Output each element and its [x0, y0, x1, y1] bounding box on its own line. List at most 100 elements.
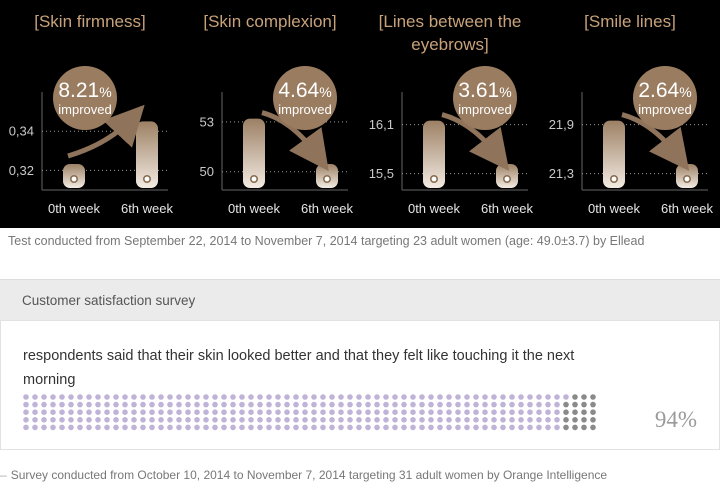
- bar-dot: [503, 175, 512, 184]
- survey-dot: [221, 424, 227, 431]
- bar: [423, 120, 445, 188]
- survey-dot: [401, 424, 407, 431]
- survey-dot: [113, 394, 119, 400]
- survey-dot: [464, 409, 470, 415]
- survey-dot: [383, 424, 389, 431]
- survey-dot: [437, 394, 443, 400]
- chart-title: [Skin complexion]: [203, 12, 337, 31]
- survey-dot: [392, 401, 398, 408]
- survey-dot: [509, 424, 515, 431]
- survey-dot: [545, 401, 551, 408]
- survey-dot: [347, 417, 353, 423]
- survey-dot: [59, 394, 65, 400]
- y-tick-label: 0,32: [9, 163, 34, 178]
- survey-dot: [212, 409, 218, 415]
- survey-dot: [455, 394, 461, 400]
- survey-dot: [230, 409, 236, 415]
- survey-dot: [347, 409, 353, 415]
- survey-dot: [509, 394, 515, 400]
- survey-dot: [446, 409, 452, 415]
- survey-dot: [203, 394, 209, 400]
- badge-label: improved: [58, 102, 111, 117]
- survey-dot: [374, 394, 380, 400]
- survey-dot: [482, 409, 488, 415]
- survey-dot: [518, 409, 524, 415]
- survey-dot: [356, 424, 362, 431]
- survey-dot: [545, 409, 551, 415]
- survey-dot: [77, 424, 83, 431]
- survey-dot: [140, 417, 146, 423]
- survey-dot: [410, 401, 416, 408]
- survey-dot: [563, 394, 569, 400]
- badge-percent: 8.21%: [58, 79, 111, 102]
- survey-dot: [293, 424, 299, 431]
- survey-dot: [185, 424, 191, 431]
- survey-dot: [59, 409, 65, 415]
- survey-dot: [248, 394, 254, 400]
- survey-dot: [482, 394, 488, 400]
- survey-dot: [293, 409, 299, 415]
- survey-dot: [149, 401, 155, 408]
- survey-dot: [149, 409, 155, 415]
- survey-dot: [284, 424, 290, 431]
- survey-note-text: Survey conducted from October 10, 2014 t…: [10, 468, 608, 482]
- survey-dot: [275, 401, 281, 408]
- survey-dot: [104, 401, 110, 408]
- chart-title: [Skin firmness]: [34, 12, 146, 31]
- survey-dot: [203, 401, 209, 408]
- survey-dot: [356, 409, 362, 415]
- survey-dot: [491, 417, 497, 423]
- chart-title: [Smile lines]: [584, 12, 676, 31]
- survey-dot: [374, 409, 380, 415]
- survey-dot: [23, 424, 29, 431]
- survey-dot: [122, 401, 128, 408]
- survey-dot: [437, 424, 443, 431]
- survey-text: respondents said that their skin looked …: [23, 348, 575, 388]
- survey-dot: [194, 409, 200, 415]
- survey-dot: [131, 409, 137, 415]
- survey-dot: [122, 417, 128, 423]
- survey-dot: [320, 409, 326, 415]
- survey-dot: [356, 401, 362, 408]
- survey-dot: [428, 424, 434, 431]
- survey-dot: [167, 424, 173, 431]
- survey-dot: [122, 394, 128, 400]
- survey-dot: [419, 424, 425, 431]
- badge-percent: 2.64%: [638, 79, 691, 102]
- chart-svg: 50 53 0th week 6th week 4.64%improved: [200, 66, 354, 216]
- survey-dot: [41, 424, 47, 431]
- survey-dot: [59, 424, 65, 431]
- survey-dot: [176, 417, 182, 423]
- survey-dot: [473, 417, 479, 423]
- survey-dot: [230, 394, 236, 400]
- survey-dot: [50, 409, 56, 415]
- survey-dot: [194, 401, 200, 408]
- survey-dot: [455, 424, 461, 431]
- survey-dot: [554, 401, 560, 408]
- survey-dot: [527, 417, 533, 423]
- x-tick-label: 6th week: [121, 201, 174, 216]
- survey-dot: [50, 424, 56, 431]
- survey-dot: [239, 394, 245, 400]
- survey-dot: [347, 394, 353, 400]
- survey-dot: [554, 424, 560, 431]
- survey-dot: [347, 401, 353, 408]
- survey-dot: [500, 424, 506, 431]
- survey-dot: [140, 409, 146, 415]
- survey-dot: [581, 417, 587, 423]
- survey-dot: [311, 409, 317, 415]
- survey-dot: [32, 417, 38, 423]
- survey-dot: [410, 409, 416, 415]
- survey-dot: [266, 424, 272, 431]
- badge-circle: [53, 66, 117, 130]
- survey-dot: [464, 401, 470, 408]
- survey-dot: [59, 401, 65, 408]
- survey-dot: [392, 394, 398, 400]
- survey-dot: [500, 401, 506, 408]
- survey-dot: [131, 394, 137, 400]
- survey-dot: [257, 409, 263, 415]
- survey-dot: [437, 417, 443, 423]
- survey-dot: [239, 401, 245, 408]
- bar: [243, 118, 265, 188]
- survey-dot: [32, 394, 38, 400]
